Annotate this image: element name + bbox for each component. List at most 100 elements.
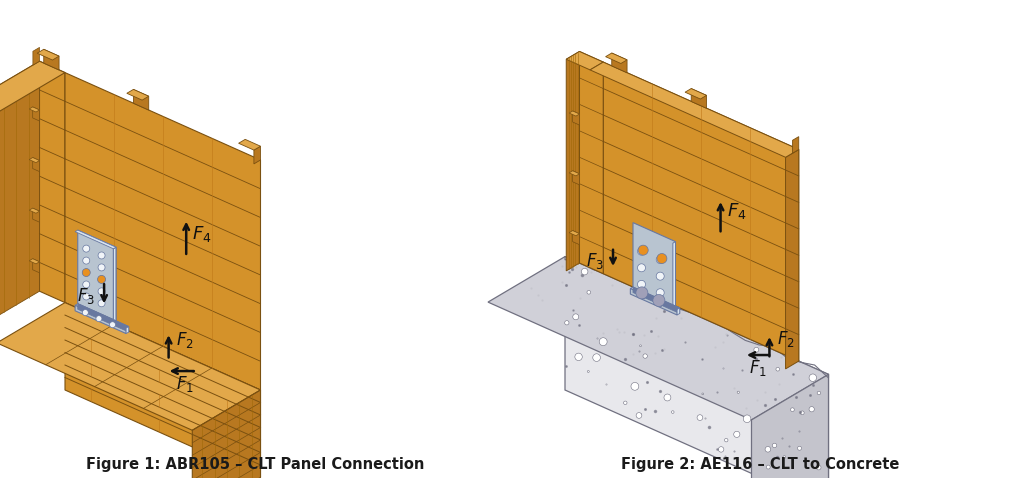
Circle shape bbox=[98, 288, 105, 295]
Polygon shape bbox=[572, 171, 580, 185]
Circle shape bbox=[593, 354, 600, 361]
Circle shape bbox=[725, 438, 728, 442]
Polygon shape bbox=[569, 111, 580, 116]
Circle shape bbox=[801, 411, 804, 415]
Polygon shape bbox=[29, 208, 40, 213]
Circle shape bbox=[809, 407, 814, 412]
Polygon shape bbox=[29, 259, 40, 264]
Circle shape bbox=[719, 446, 724, 452]
Text: $F_3$: $F_3$ bbox=[586, 251, 604, 271]
Text: $F_2$: $F_2$ bbox=[176, 330, 194, 350]
Circle shape bbox=[765, 446, 771, 452]
Circle shape bbox=[636, 413, 642, 418]
Polygon shape bbox=[65, 73, 260, 390]
Polygon shape bbox=[78, 304, 129, 332]
Circle shape bbox=[98, 252, 105, 259]
Polygon shape bbox=[78, 230, 116, 321]
Circle shape bbox=[737, 391, 739, 393]
Circle shape bbox=[817, 391, 820, 395]
Text: Figure 1: ABR105 – CLT Panel Connection: Figure 1: ABR105 – CLT Panel Connection bbox=[86, 457, 424, 472]
Polygon shape bbox=[239, 140, 260, 150]
Circle shape bbox=[656, 272, 665, 280]
Polygon shape bbox=[566, 52, 603, 70]
Circle shape bbox=[98, 276, 105, 283]
Circle shape bbox=[743, 415, 751, 423]
Circle shape bbox=[638, 245, 648, 255]
Circle shape bbox=[97, 275, 105, 283]
Circle shape bbox=[643, 354, 647, 358]
Circle shape bbox=[798, 446, 802, 450]
Text: Figure 2: AE116 – CLT to Concrete: Figure 2: AE116 – CLT to Concrete bbox=[621, 457, 899, 472]
Circle shape bbox=[697, 415, 702, 421]
Polygon shape bbox=[566, 52, 580, 271]
Polygon shape bbox=[631, 287, 680, 309]
Text: $F_4$: $F_4$ bbox=[193, 224, 212, 244]
Polygon shape bbox=[33, 208, 40, 222]
Circle shape bbox=[640, 345, 641, 347]
Polygon shape bbox=[631, 289, 677, 315]
Polygon shape bbox=[40, 61, 65, 303]
Polygon shape bbox=[633, 223, 676, 311]
Circle shape bbox=[791, 408, 795, 412]
Polygon shape bbox=[0, 303, 260, 430]
Polygon shape bbox=[254, 146, 260, 164]
Polygon shape bbox=[29, 158, 40, 163]
Polygon shape bbox=[580, 52, 603, 274]
Circle shape bbox=[82, 310, 88, 315]
Text: $F_4$: $F_4$ bbox=[727, 201, 746, 221]
Polygon shape bbox=[603, 62, 799, 361]
Circle shape bbox=[672, 411, 674, 413]
Polygon shape bbox=[677, 308, 680, 315]
Circle shape bbox=[599, 338, 607, 346]
Polygon shape bbox=[33, 259, 40, 273]
Circle shape bbox=[638, 281, 645, 288]
Polygon shape bbox=[29, 107, 40, 112]
Polygon shape bbox=[785, 150, 799, 369]
Polygon shape bbox=[673, 241, 676, 312]
Circle shape bbox=[624, 401, 627, 404]
Circle shape bbox=[98, 264, 105, 271]
Polygon shape bbox=[75, 230, 116, 249]
Circle shape bbox=[587, 291, 591, 294]
Circle shape bbox=[574, 353, 583, 360]
Polygon shape bbox=[572, 111, 580, 125]
Polygon shape bbox=[488, 257, 828, 420]
Circle shape bbox=[582, 268, 588, 275]
Circle shape bbox=[83, 257, 90, 264]
Polygon shape bbox=[611, 53, 627, 73]
Polygon shape bbox=[126, 326, 129, 334]
Polygon shape bbox=[633, 287, 680, 314]
Polygon shape bbox=[37, 49, 59, 60]
Circle shape bbox=[776, 368, 779, 371]
Polygon shape bbox=[752, 374, 828, 478]
Circle shape bbox=[656, 256, 665, 263]
Circle shape bbox=[664, 394, 671, 401]
Polygon shape bbox=[133, 89, 148, 110]
Polygon shape bbox=[605, 53, 627, 64]
Circle shape bbox=[809, 374, 816, 381]
Polygon shape bbox=[565, 257, 828, 478]
Circle shape bbox=[638, 264, 645, 272]
Polygon shape bbox=[193, 390, 260, 478]
Polygon shape bbox=[75, 304, 129, 328]
Polygon shape bbox=[656, 299, 662, 306]
Circle shape bbox=[783, 456, 785, 458]
Circle shape bbox=[82, 269, 90, 277]
Polygon shape bbox=[33, 47, 40, 65]
Polygon shape bbox=[33, 158, 40, 172]
Polygon shape bbox=[0, 61, 40, 332]
Circle shape bbox=[734, 431, 740, 437]
Circle shape bbox=[83, 269, 90, 276]
Text: $F_3$: $F_3$ bbox=[77, 286, 95, 306]
Polygon shape bbox=[639, 291, 644, 299]
Circle shape bbox=[96, 315, 102, 322]
Polygon shape bbox=[33, 107, 40, 121]
Polygon shape bbox=[685, 88, 707, 99]
Circle shape bbox=[657, 253, 667, 263]
Polygon shape bbox=[114, 247, 116, 322]
Polygon shape bbox=[691, 88, 707, 109]
Circle shape bbox=[631, 382, 639, 390]
Polygon shape bbox=[127, 89, 148, 100]
Circle shape bbox=[653, 294, 665, 306]
Circle shape bbox=[766, 465, 770, 469]
